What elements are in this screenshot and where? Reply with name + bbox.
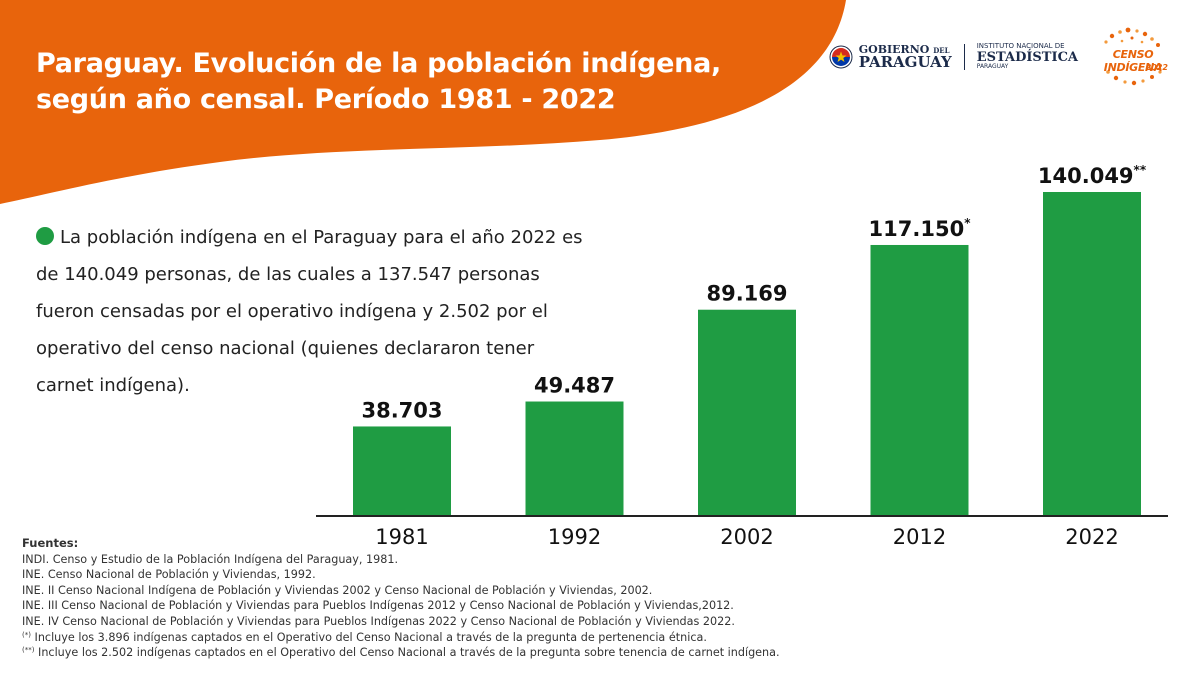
source-line: INDI. Censo y Estudio de la Población In… (22, 552, 399, 566)
bar-2022 (1043, 192, 1141, 516)
ine-line-2: ESTADÍSTICA (976, 49, 1078, 65)
title-line-2: según año censal. Período 1981 - 2022 (36, 84, 616, 115)
ine-line-1: INSTITUTO NACIONAL DE (976, 42, 1065, 51)
category-label-1992: 1992 (548, 525, 601, 549)
title-line-1: Paraguay. Evolución de la población indí… (36, 48, 721, 79)
footnote-1: (*) Incluye los 3.896 indígenas captados… (22, 630, 780, 646)
category-label-2022: 2022 (1065, 525, 1118, 549)
footnote-1-mark: (*) (22, 630, 31, 639)
category-label-1981: 1981 (375, 525, 428, 549)
source-line: INE. IV Censo Nacional de Población y Vi… (22, 614, 735, 628)
description-text: La población indígena en el Paraguay par… (36, 219, 596, 404)
category-label-2002: 2002 (720, 525, 773, 549)
censo-dots-icon (1104, 27, 1162, 86)
footnote-2: (**) Incluye los 2.502 indígenas captado… (22, 645, 780, 661)
green-bullet-icon (36, 227, 54, 245)
bar-1981 (353, 426, 451, 516)
footnote-2-text: Incluye los 2.502 indígenas captados en … (38, 646, 780, 660)
description-body: La población indígena en el Paraguay par… (36, 227, 583, 396)
censo-name: CENSO INDÍGENA (1103, 48, 1163, 74)
source-line: INE. III Censo Nacional de Población y V… (22, 599, 734, 613)
category-label-2012: 2012 (893, 525, 946, 549)
bars-group (353, 192, 1141, 516)
footnote-2-mark: (**) (22, 646, 35, 655)
gobierno-paraguay-logo: GOBIERNO DEL PARAGUAY (829, 44, 952, 70)
value-label-2012: 117.150* (869, 216, 972, 241)
source-line: INE. II Censo Nacional Indígena de Pobla… (22, 583, 653, 597)
value-label-mark-2012: * (964, 216, 971, 230)
value-label-2022: 140.049** (1038, 163, 1147, 188)
gobierno-label: GOBIERNO (858, 43, 930, 56)
footnote-1-text: Incluye los 3.896 indígenas captados en … (34, 630, 707, 644)
gobierno-del-label: DEL (933, 46, 950, 55)
value-label-mark-2022: ** (1134, 163, 1147, 177)
censo-year: 2022 (1145, 63, 1168, 72)
value-label-1992: 49.487 (534, 374, 615, 398)
ine-logo: INSTITUTO NACIONAL DE ESTADÍSTICA PARAGU… (976, 42, 1078, 71)
labels-group: 38.703 1981 49.487 1992 89.169 2002 117.150* 20… (361, 163, 1146, 549)
sources-block: Fuentes: INDI. Censo y Estudio de la Pob… (22, 536, 780, 661)
value-label-2002: 89.169 (706, 282, 787, 306)
page-title: Paraguay. Evolución de la población indí… (36, 46, 721, 118)
logo-divider (963, 44, 965, 70)
source-line: INE. Censo Nacional de Población y Vivie… (22, 568, 316, 582)
paraguay-label: PARAGUAY (858, 53, 952, 71)
sources-title: Fuentes: (22, 536, 79, 550)
bar-2002 (698, 309, 796, 516)
value-label-1981: 38.703 (361, 398, 442, 422)
ine-line-3: PARAGUAY (976, 63, 1009, 71)
logos-bar: GOBIERNO DEL PARAGUAY INSTITUTO NACIONAL… (829, 22, 1174, 92)
censo-indigena-logo: CENSO INDÍGENA 2022 (1092, 26, 1174, 88)
paraguay-star-icon (829, 45, 853, 69)
bar-2012 (870, 244, 969, 516)
bar-1992 (525, 401, 624, 516)
